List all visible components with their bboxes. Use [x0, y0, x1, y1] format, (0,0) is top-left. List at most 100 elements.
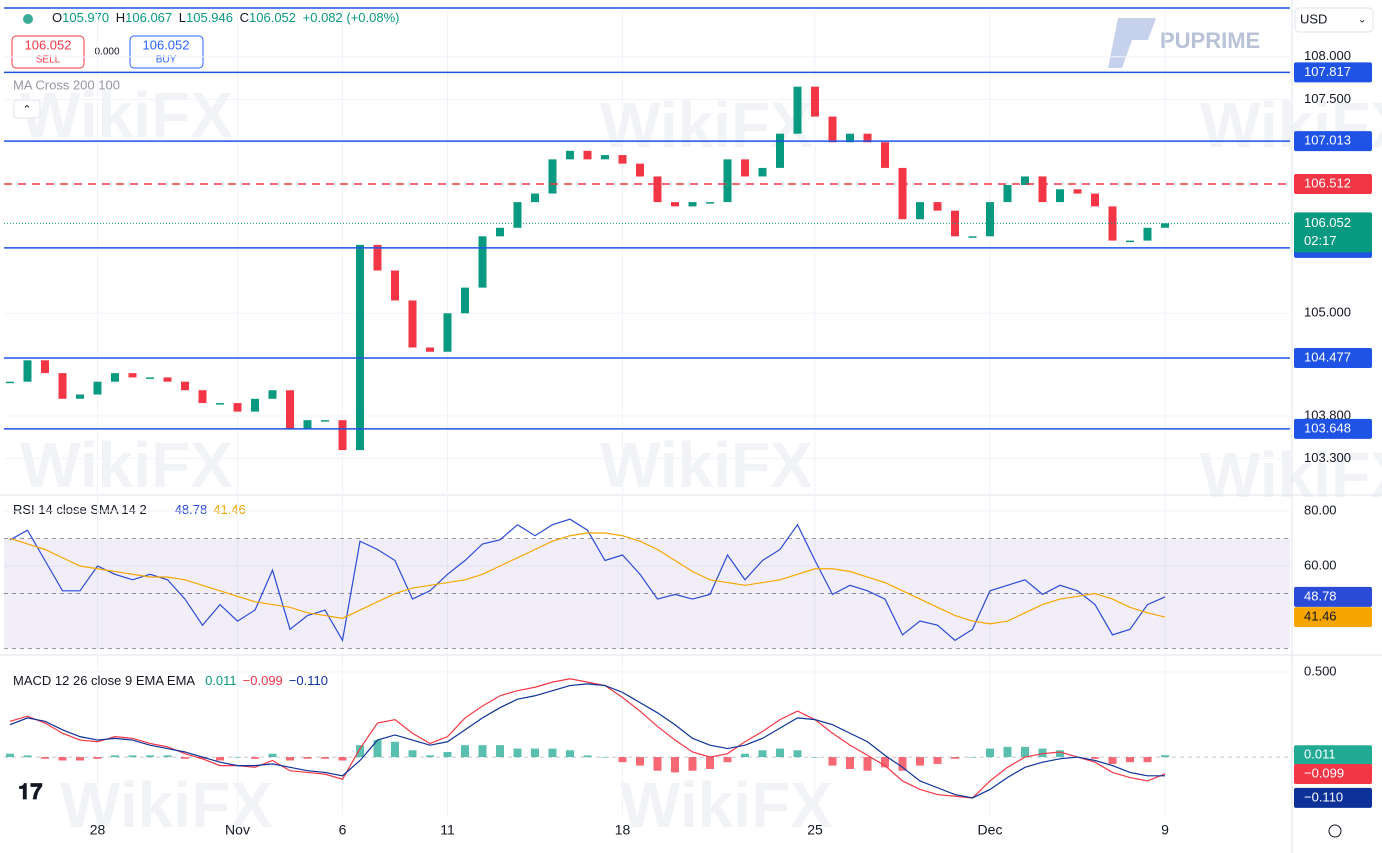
watermark: WikiFX — [600, 429, 813, 501]
histogram-bar — [863, 757, 872, 771]
candle — [1126, 240, 1134, 243]
histogram-bar — [513, 748, 522, 758]
candle — [286, 390, 294, 429]
rsi-value: 48.78 — [175, 502, 208, 517]
candle — [478, 236, 487, 288]
histogram-bar — [146, 755, 154, 758]
candle — [426, 347, 434, 352]
histogram-bar — [76, 757, 84, 761]
tv-logo: 𝟏𝟕 — [18, 779, 43, 804]
histogram-bar — [1161, 755, 1169, 758]
histogram-bar — [41, 757, 49, 759]
series-last-box — [1294, 763, 1372, 784]
histogram-bar — [216, 757, 224, 761]
series-last-box — [1294, 787, 1372, 808]
histogram-bar — [986, 748, 994, 758]
histogram-bar — [58, 757, 67, 761]
histogram-bar — [496, 745, 504, 758]
candle — [268, 390, 277, 399]
level-label: 106.512 — [1304, 175, 1351, 190]
o-value: 105.970 — [62, 10, 109, 25]
series-last-box — [1294, 607, 1372, 628]
candle — [373, 244, 382, 271]
y-tick-label: 103.800 — [1304, 407, 1351, 422]
h-value: 106.067 — [125, 10, 172, 25]
currency-select[interactable] — [1294, 7, 1374, 33]
histogram-bar — [426, 755, 434, 758]
candle — [548, 159, 557, 194]
settings-icon[interactable] — [1328, 824, 1342, 838]
histogram-bar — [1003, 746, 1012, 758]
macd-value: −0.099 — [243, 673, 283, 688]
histogram-bar — [548, 748, 557, 758]
candle — [41, 360, 49, 374]
histogram-bar — [793, 750, 802, 758]
rsi-legend: RSI 14 close SMA 14 2 48.78 41.46 — [13, 502, 246, 517]
candle — [671, 202, 679, 207]
macd-title: MACD 12 26 close 9 EMA EMA — [13, 673, 195, 688]
series-line — [9, 518, 1166, 643]
hist-last-box — [1294, 745, 1372, 766]
candle — [863, 133, 872, 143]
series-last-box — [1294, 586, 1372, 607]
y-tick-label: 103.300 — [1304, 450, 1351, 465]
l-value: 105.946 — [186, 10, 233, 25]
sell-button[interactable] — [11, 35, 85, 69]
histogram-bar — [636, 757, 644, 766]
candle — [881, 142, 889, 168]
histogram-bar — [181, 757, 189, 759]
ohlc: O105.970 H106.067 L105.946 C106.052 +0.0… — [52, 10, 400, 25]
y-tick-label: 105.000 — [1304, 305, 1351, 320]
candle — [706, 202, 714, 204]
candle — [986, 202, 994, 237]
currency: USD — [1300, 11, 1327, 26]
series-last: 41.46 — [1304, 609, 1337, 624]
y-tick-label: 108.000 — [1304, 48, 1351, 63]
candle — [1038, 176, 1047, 203]
sell-price: 106.052 — [25, 37, 72, 52]
candle — [391, 270, 399, 301]
c-label: C — [240, 10, 249, 25]
buy-button[interactable] — [129, 35, 204, 69]
histogram-bar — [338, 757, 347, 761]
level-label-box — [1294, 173, 1372, 194]
candle — [1091, 193, 1099, 207]
histogram-bar — [776, 748, 784, 758]
series-last: −0.099 — [1304, 765, 1344, 780]
candle — [496, 227, 504, 237]
histogram-bar — [321, 757, 329, 759]
histogram-bar — [566, 750, 574, 758]
histogram-bar — [1056, 750, 1064, 758]
hist-value: 0.011 — [205, 673, 237, 688]
level-label-box — [1294, 131, 1372, 152]
macd-legend: MACD 12 26 close 9 EMA EMA 0.011 −0.099 −0.… — [13, 673, 328, 688]
collapse-button[interactable] — [13, 99, 41, 119]
grid — [4, 10, 1290, 815]
watermark: WikiFX — [620, 769, 833, 841]
histogram-bar — [531, 748, 539, 758]
spread: 0.000 — [94, 47, 119, 58]
histogram-bar — [828, 757, 837, 766]
candle — [321, 420, 329, 422]
brand: PUPRIME — [1160, 28, 1260, 53]
candle — [566, 150, 574, 160]
candle — [846, 133, 854, 143]
series-line — [9, 683, 1165, 799]
histogram-bar — [723, 757, 732, 763]
last-price-box — [1294, 212, 1372, 253]
candle — [1161, 223, 1169, 228]
candle — [216, 403, 224, 405]
candle — [443, 313, 452, 352]
candle — [898, 167, 907, 220]
histogram-bar — [811, 757, 819, 758]
candle — [1143, 227, 1152, 241]
candle — [338, 420, 347, 451]
candle — [741, 159, 749, 177]
candle — [233, 403, 242, 412]
x-tick-label: 18 — [615, 822, 631, 838]
candle — [58, 373, 67, 399]
histogram-bar — [251, 757, 259, 759]
histogram-bar — [93, 757, 102, 759]
y-tick-label: 60.00 — [1304, 557, 1337, 572]
histogram-bar — [111, 755, 119, 758]
